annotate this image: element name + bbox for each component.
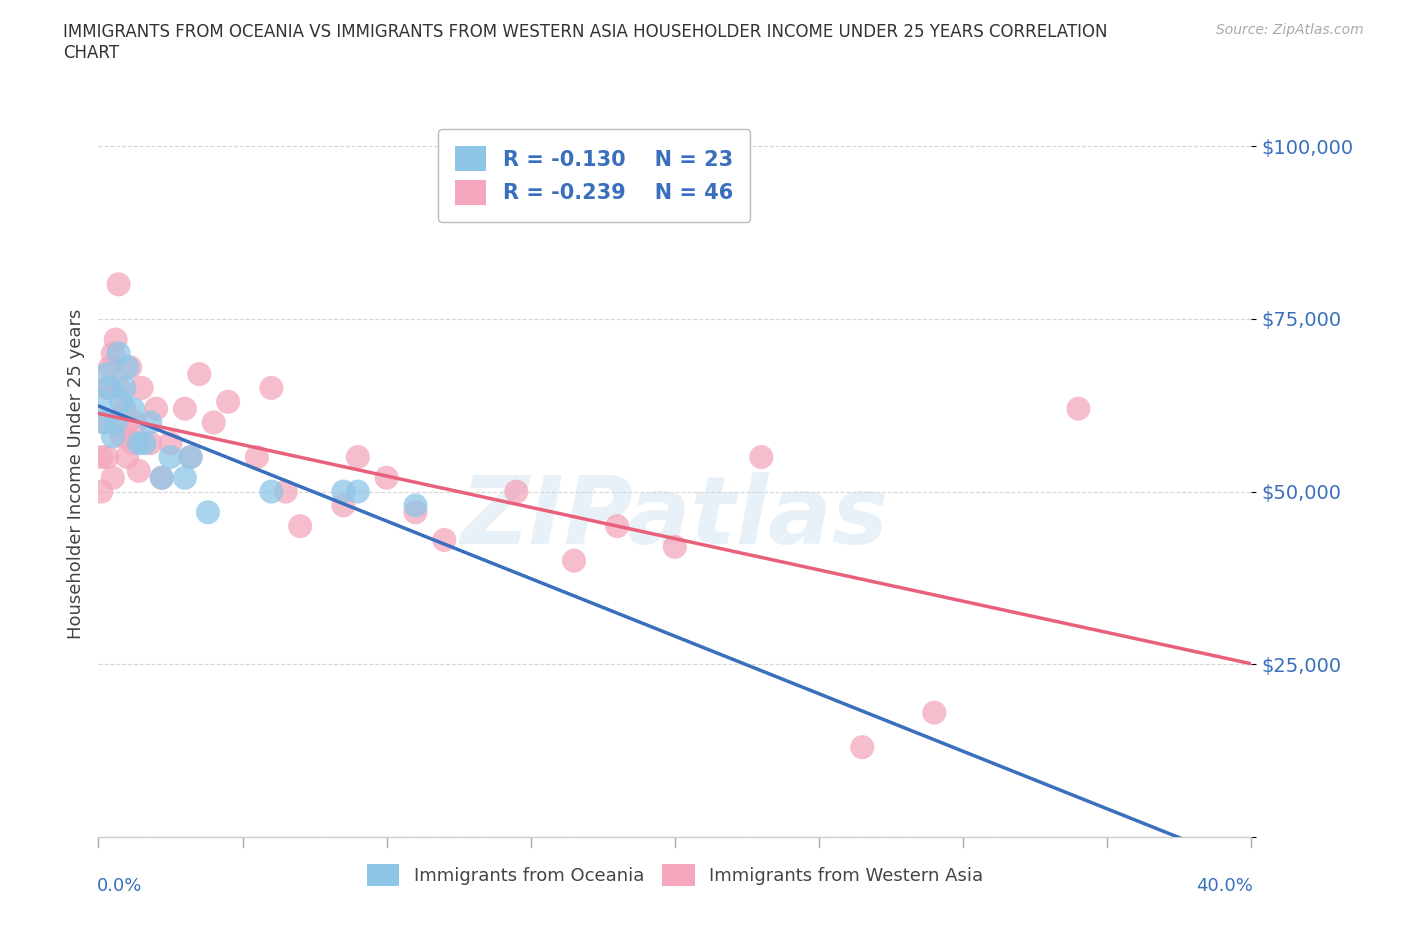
Point xyxy=(101,429,124,444)
Point xyxy=(260,485,283,499)
Point xyxy=(112,401,135,416)
Point xyxy=(122,436,145,451)
Point xyxy=(924,705,946,720)
Point xyxy=(174,401,197,416)
Point xyxy=(246,449,269,464)
Point xyxy=(274,485,297,499)
Point xyxy=(117,415,139,430)
Point xyxy=(150,471,173,485)
Point xyxy=(159,436,181,451)
Text: IMMIGRANTS FROM OCEANIA VS IMMIGRANTS FROM WESTERN ASIA HOUSEHOLDER INCOME UNDER: IMMIGRANTS FROM OCEANIA VS IMMIGRANTS FR… xyxy=(63,23,1108,62)
Point xyxy=(90,449,112,464)
Point xyxy=(751,449,773,464)
Point xyxy=(150,471,173,485)
Text: ZIPatlas: ZIPatlas xyxy=(461,472,889,564)
Point xyxy=(107,277,129,292)
Point xyxy=(112,380,135,395)
Point xyxy=(405,505,427,520)
Point xyxy=(180,449,202,464)
Point xyxy=(98,360,121,375)
Point xyxy=(110,429,132,444)
Text: 0.0%: 0.0% xyxy=(97,877,142,895)
Text: Source: ZipAtlas.com: Source: ZipAtlas.com xyxy=(1216,23,1364,37)
Point xyxy=(217,394,239,409)
Point xyxy=(139,415,162,430)
Point xyxy=(260,380,283,395)
Point xyxy=(122,401,145,416)
Point xyxy=(290,519,312,534)
Point xyxy=(120,360,142,375)
Point xyxy=(346,485,368,499)
Point xyxy=(117,360,139,375)
Point xyxy=(134,436,156,451)
Point xyxy=(180,449,202,464)
Point xyxy=(101,471,124,485)
Point xyxy=(433,533,456,548)
Point xyxy=(159,449,181,464)
Point xyxy=(202,415,225,430)
Point xyxy=(197,505,219,520)
Point xyxy=(90,394,112,409)
Point xyxy=(93,415,115,430)
Point xyxy=(107,346,129,361)
Point xyxy=(96,449,118,464)
Point xyxy=(98,380,121,395)
Point xyxy=(101,346,124,361)
Point xyxy=(145,401,167,416)
Point xyxy=(96,366,118,381)
Point xyxy=(332,485,354,499)
Point xyxy=(346,449,368,464)
Point xyxy=(131,380,153,395)
Point xyxy=(405,498,427,512)
Point xyxy=(104,332,127,347)
Point xyxy=(104,415,127,430)
Point xyxy=(128,436,150,451)
Point xyxy=(606,519,628,534)
Point xyxy=(1067,401,1090,416)
Point xyxy=(375,471,398,485)
Point xyxy=(110,394,132,409)
Point xyxy=(96,380,118,395)
Legend: Immigrants from Oceania, Immigrants from Western Asia: Immigrants from Oceania, Immigrants from… xyxy=(360,857,990,893)
Point xyxy=(139,436,162,451)
Point xyxy=(125,415,148,430)
Point xyxy=(505,485,527,499)
Point xyxy=(188,366,211,381)
Point xyxy=(664,539,686,554)
Point xyxy=(332,498,354,512)
Point xyxy=(93,415,115,430)
Point xyxy=(851,739,873,754)
Point xyxy=(117,449,139,464)
Y-axis label: Householder Income Under 25 years: Householder Income Under 25 years xyxy=(66,309,84,640)
Point xyxy=(174,471,197,485)
Point xyxy=(128,463,150,478)
Point xyxy=(90,485,112,499)
Point xyxy=(107,380,129,395)
Text: 40.0%: 40.0% xyxy=(1195,877,1253,895)
Point xyxy=(562,553,585,568)
